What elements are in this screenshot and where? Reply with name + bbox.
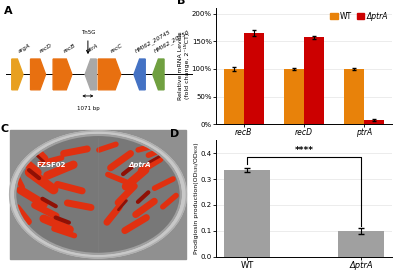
FancyArrow shape <box>30 59 46 90</box>
Text: D: D <box>170 129 180 139</box>
FancyArrow shape <box>134 59 145 90</box>
Circle shape <box>15 135 181 254</box>
Text: argA: argA <box>18 43 32 54</box>
Bar <box>338 231 384 256</box>
Text: HMI62_20745: HMI62_20745 <box>134 29 172 54</box>
Text: B: B <box>177 0 186 6</box>
FancyArrow shape <box>153 59 164 90</box>
Bar <box>344 69 364 124</box>
Bar <box>224 69 244 124</box>
Text: ptrA: ptrA <box>86 43 99 54</box>
Text: recD: recD <box>38 43 53 54</box>
Text: HMI62_20750: HMI62_20750 <box>153 29 191 54</box>
FancyArrow shape <box>98 59 121 90</box>
Circle shape <box>10 131 186 258</box>
Y-axis label: Prodigiosin production(OD₅₃₅/OD₆₀₀): Prodigiosin production(OD₅₃₅/OD₆₀₀) <box>194 143 199 254</box>
Text: C: C <box>0 124 8 134</box>
Bar <box>364 120 384 124</box>
Legend: WT, ΔptrA: WT, ΔptrA <box>330 12 388 21</box>
Text: ΔptrA: ΔptrA <box>128 162 151 168</box>
FancyArrow shape <box>12 59 23 90</box>
Text: A: A <box>4 6 13 16</box>
Text: recB: recB <box>63 43 77 54</box>
Text: ****: **** <box>294 146 314 155</box>
Bar <box>304 38 324 124</box>
Bar <box>284 69 304 124</box>
Text: 1071 bp: 1071 bp <box>76 106 99 111</box>
Text: FZSF02: FZSF02 <box>36 162 66 168</box>
FancyArrow shape <box>85 59 96 90</box>
Bar <box>244 33 264 124</box>
Bar <box>224 170 270 256</box>
Text: Tn5G: Tn5G <box>81 30 95 53</box>
FancyArrow shape <box>53 59 72 90</box>
Y-axis label: Relative mRNA Levels
(fold change, 2⁻ᴸᴺCT): Relative mRNA Levels (fold change, 2⁻ᴸᴺC… <box>178 32 190 100</box>
Text: recC: recC <box>110 43 124 54</box>
